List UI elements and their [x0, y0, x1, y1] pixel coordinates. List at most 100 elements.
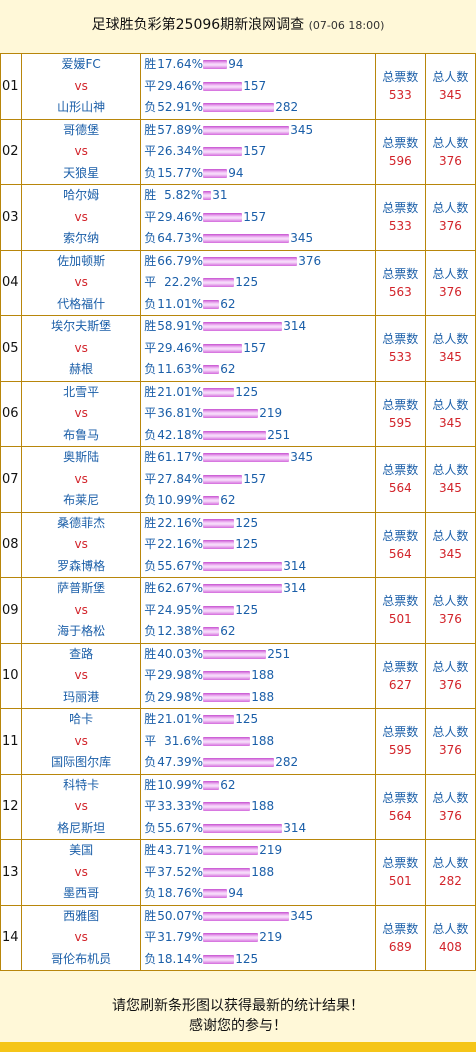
match-number: 03	[0, 184, 23, 251]
total-people-label: 总人数	[432, 201, 469, 216]
total-votes-cell: 总票数 627	[374, 642, 426, 709]
stat-count-draw: 188	[251, 668, 275, 682]
stat-percent-draw: 27.84%	[157, 471, 204, 486]
stat-count-draw: 125	[235, 602, 259, 617]
match-row: 13 美国 vs 墨西哥 胜 43.71% 219 平 37.52% 188 负 18.76% 94 总票…	[0, 839, 476, 906]
stat-count-draw: 188	[251, 864, 275, 879]
stat-row-loss: 负 10.99% 62	[141, 490, 374, 512]
stat-bar-loss	[203, 496, 220, 506]
total-people-value: 345	[438, 415, 462, 430]
total-people-value: 408	[438, 939, 462, 954]
stat-row-loss: 负 64.73% 345	[141, 228, 374, 250]
stat-row-win: 胜 62.67% 314	[141, 578, 374, 600]
total-votes-cell: 总票数 563	[374, 249, 426, 316]
stat-label-loss: 负	[144, 558, 157, 573]
stat-label-win: 胜	[144, 908, 157, 923]
stat-bar-draw	[203, 409, 259, 419]
stat-percent-loss: 18.76%	[157, 886, 204, 900]
total-people-value: 376	[438, 612, 462, 627]
stat-row-draw: 平 29.98% 188	[141, 665, 374, 687]
stat-bar-win	[203, 125, 290, 135]
match-number: 01	[0, 53, 23, 120]
stat-row-draw: 平 36.81% 219	[141, 403, 374, 425]
match-stats: 胜 58.91% 314 平 29.46% 157 负 11.63% 62	[140, 315, 376, 382]
total-people-cell: 总人数 376	[424, 642, 476, 709]
total-people-label: 总人数	[432, 594, 469, 609]
stat-percent-draw: 31.79%	[157, 930, 204, 944]
survey-table-body: 01 爱媛FC vs 山形山神胜 17.64% 94 平 29.46% 157 负 52.91% 28…	[0, 53, 476, 971]
total-people-cell: 总人数 282	[424, 839, 476, 906]
total-votes-value: 627	[388, 677, 412, 692]
footer-thanks-note: 感谢您的参与！	[189, 1018, 287, 1034]
away-team: 山形山神	[57, 100, 106, 114]
stat-label-loss: 负	[144, 755, 157, 769]
stat-percent-loss: 12.38%	[157, 624, 204, 638]
total-votes-value: 501	[388, 612, 412, 627]
stat-label-draw: 平	[144, 209, 157, 224]
home-team: 佐加顿斯	[57, 253, 106, 268]
survey-table: 01 爱媛FC vs 山形山神胜 17.64% 94 平 29.46% 157 负 52.91% 28…	[0, 53, 476, 971]
total-people-value: 376	[438, 808, 462, 823]
stat-bar-loss	[203, 168, 228, 178]
home-team: 美国	[69, 843, 94, 857]
total-votes-label: 总票数	[382, 659, 419, 674]
stat-count-win: 314	[283, 581, 307, 595]
stat-label-loss: 负	[144, 951, 157, 966]
stat-row-win: 胜 58.91% 314	[141, 316, 374, 338]
stat-row-loss: 负 55.67% 314	[141, 818, 374, 840]
stat-bar-loss	[203, 627, 220, 637]
stat-count-win: 31	[212, 188, 228, 202]
stat-bar-win	[203, 584, 283, 594]
total-votes-value: 595	[388, 743, 412, 758]
match-number: 12	[0, 773, 23, 840]
stat-row-win: 胜 22.16% 125	[141, 513, 374, 535]
stat-bar-draw	[203, 540, 235, 550]
match-teams: 美国 vs 墨西哥	[21, 839, 142, 906]
total-people-cell: 总人数 376	[424, 184, 476, 251]
stat-label-loss: 负	[144, 362, 157, 376]
total-people-cell: 总人数 376	[424, 708, 476, 775]
stat-percent-win: 22.16%	[157, 515, 204, 530]
total-votes-cell: 总票数 533	[374, 53, 426, 120]
vs-label: vs	[74, 668, 88, 682]
stat-label-draw: 平	[144, 340, 157, 355]
total-people-label: 总人数	[432, 725, 469, 740]
total-people-value: 282	[438, 874, 462, 889]
stat-row-loss: 负 18.14% 125	[141, 949, 374, 971]
match-teams: 科特卡 vs 格尼斯坦	[21, 773, 142, 840]
match-row: 05 埃尔夫斯堡 vs 赫根 胜 58.91% 314 平 29.46% 157 负 11.63% 62…	[0, 315, 476, 382]
stat-label-loss: 负	[144, 886, 157, 900]
home-team: 桑德菲杰	[57, 515, 106, 530]
total-votes-cell: 总票数 564	[374, 773, 426, 840]
stat-row-loss: 负 42.18% 251	[141, 425, 374, 447]
total-people-cell: 总人数 376	[424, 577, 476, 644]
total-people-label: 总人数	[432, 135, 469, 150]
stat-label-draw: 平	[144, 668, 157, 682]
vs-label: vs	[74, 733, 88, 748]
stat-bar-win	[203, 322, 283, 332]
stat-count-loss: 345	[290, 231, 314, 245]
stat-label-loss: 负	[144, 296, 157, 311]
match-stats: 胜 66.79% 376 平 22.2% 125 负 11.01% 62	[140, 249, 376, 316]
total-votes-label: 总票数	[382, 856, 419, 871]
total-people-value: 376	[438, 219, 462, 234]
stat-percent-win: 62.67%	[157, 581, 204, 595]
stat-percent-win: 5.82%	[164, 188, 203, 202]
stat-row-draw: 平 29.46% 157	[141, 76, 374, 98]
stat-bar-win	[203, 780, 220, 790]
stat-label-draw: 平	[144, 275, 157, 289]
total-votes-value: 501	[388, 874, 412, 889]
total-votes-cell: 总票数 596	[374, 118, 426, 185]
total-votes-label: 总票数	[382, 921, 419, 936]
stat-label-loss: 负	[144, 427, 157, 442]
stat-label-win: 胜	[144, 712, 157, 726]
stat-row-draw: 平 29.46% 157	[141, 207, 374, 229]
total-votes-value: 533	[388, 88, 412, 103]
stat-count-loss: 188	[251, 689, 275, 704]
vs-label: vs	[74, 144, 88, 158]
total-votes-label: 总票数	[382, 70, 419, 85]
total-votes-label: 总票数	[382, 266, 419, 281]
home-team: 埃尔夫斯堡	[51, 319, 112, 333]
home-team: 北雪平	[63, 384, 100, 399]
away-team: 罗森博格	[57, 558, 106, 573]
